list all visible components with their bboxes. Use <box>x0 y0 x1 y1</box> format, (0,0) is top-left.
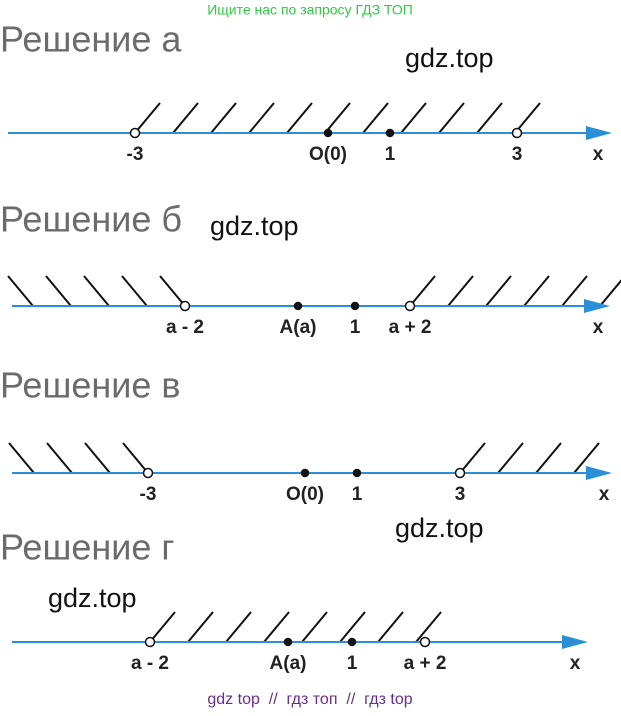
point-label: A(a) <box>270 653 307 674</box>
hatch <box>459 442 486 474</box>
section-title: Решение г <box>0 527 175 568</box>
point-label: -3 <box>140 484 157 505</box>
point-label: 1 <box>350 317 361 338</box>
section-title: Решение б <box>0 199 182 240</box>
point-label: 1 <box>352 484 363 505</box>
point-label: a + 2 <box>404 653 447 674</box>
point <box>144 636 156 648</box>
section-title: Решение а <box>0 19 182 60</box>
section-title: Решение в <box>0 365 181 406</box>
hatch <box>324 102 351 134</box>
hatch <box>121 275 148 307</box>
point <box>142 467 154 479</box>
hatch <box>83 275 110 307</box>
point <box>323 128 333 138</box>
hatch <box>46 442 73 474</box>
point <box>129 127 141 139</box>
axis-label: x <box>599 484 610 505</box>
hatch <box>438 102 465 134</box>
arrow <box>562 635 588 649</box>
hatch <box>523 275 550 307</box>
hatch <box>561 275 588 307</box>
point <box>293 301 303 311</box>
point <box>347 637 357 647</box>
hatch <box>573 442 600 474</box>
hatch <box>497 442 524 474</box>
point <box>283 637 293 647</box>
hatch <box>409 275 436 307</box>
point-label: a + 2 <box>389 317 432 338</box>
hatch <box>187 611 214 643</box>
point-label: a - 2 <box>131 653 169 674</box>
hatch <box>415 611 442 643</box>
hatch <box>159 275 186 307</box>
watermark: gdz.top <box>48 583 137 613</box>
hatch <box>263 611 290 643</box>
point-label: O(0) <box>286 484 324 505</box>
axis-label: x <box>593 317 604 338</box>
axis-label: x <box>570 653 581 674</box>
hatch <box>7 275 34 307</box>
point-label: -3 <box>127 144 144 165</box>
point-label: O(0) <box>309 144 347 165</box>
hatch <box>149 611 176 643</box>
arrow <box>584 299 610 313</box>
point <box>300 468 310 478</box>
hatch <box>248 102 275 134</box>
hatch <box>599 279 621 307</box>
point <box>385 128 395 138</box>
point <box>404 300 416 312</box>
hatch <box>225 611 252 643</box>
footer: gdz top // гдз топ // гдз top <box>207 691 412 708</box>
point <box>419 636 431 648</box>
hatch <box>8 442 35 474</box>
hatch <box>535 442 562 474</box>
hatch <box>362 102 389 134</box>
hatch <box>172 102 199 134</box>
point-label: 3 <box>455 484 466 505</box>
point <box>352 468 362 478</box>
arrow <box>586 126 612 140</box>
point <box>454 467 466 479</box>
axis-label: x <box>593 144 604 165</box>
hatch <box>301 611 328 643</box>
hatch <box>514 102 541 134</box>
hatch <box>122 442 149 474</box>
hatch <box>476 102 503 134</box>
hatch <box>84 442 111 474</box>
point-label: 1 <box>385 144 396 165</box>
point-label: 3 <box>512 144 523 165</box>
header: Ищите нас по запросу ГДЗ ТОП <box>207 2 413 18</box>
hatch <box>377 611 404 643</box>
hatch <box>339 611 366 643</box>
watermark: gdz.top <box>210 211 299 241</box>
hatch <box>134 102 161 134</box>
watermark: gdz.top <box>405 43 494 73</box>
hatch <box>485 275 512 307</box>
point-label: 1 <box>347 653 358 674</box>
point <box>179 300 191 312</box>
hatch <box>447 275 474 307</box>
hatch <box>400 102 427 134</box>
hatch <box>286 102 313 134</box>
point <box>511 127 523 139</box>
point <box>350 301 360 311</box>
hatch <box>45 275 72 307</box>
arrow <box>586 466 612 480</box>
hatch <box>210 102 237 134</box>
point-label: A(a) <box>280 317 317 338</box>
point-label: a - 2 <box>166 317 204 338</box>
watermark: gdz.top <box>395 513 484 543</box>
